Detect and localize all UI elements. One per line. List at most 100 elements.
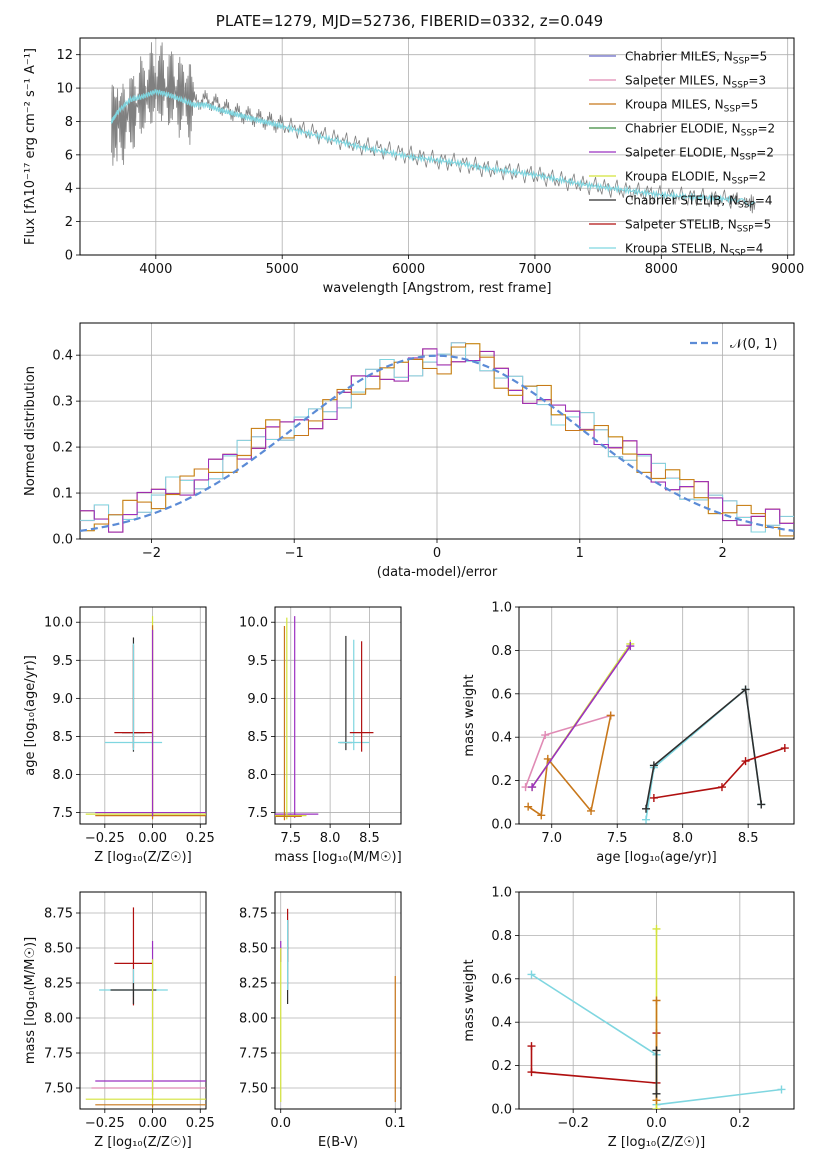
legend-subscript: SSP [741, 129, 758, 139]
plot-area [275, 616, 374, 821]
x-axis-label: Z [log₁₀(Z/Z☉)] [94, 850, 191, 865]
y-tick-label: 8.75 [44, 907, 73, 922]
x-tick-label: 8000 [645, 262, 678, 277]
y-tick-label: 7.50 [239, 1082, 268, 1097]
y-axis-label: Flux [fλ10⁻¹⁷ erg cm⁻² s⁻¹ A⁻¹] [23, 48, 38, 245]
plot-frame [79, 37, 795, 256]
model-spectrum-line [111, 89, 756, 206]
y-tick-label: 0.0 [52, 533, 73, 548]
plot-area [280, 908, 396, 1102]
plus-marker [524, 802, 533, 811]
y-tick-label: 1.0 [491, 886, 512, 901]
x-tick-label: 4000 [139, 262, 172, 277]
plus-marker [642, 815, 651, 824]
y-tick-label: 10.0 [239, 616, 268, 631]
plus-marker [527, 1068, 536, 1077]
y-tick-label: 9.0 [247, 692, 268, 707]
x-axis-label: Z [log₁₀(Z/Z☉)] [94, 1135, 191, 1150]
x-axis-label: Z [log₁₀(Z/Z☉)] [608, 1135, 705, 1150]
plus-marker [587, 806, 596, 815]
legend-value: =2 [748, 170, 766, 184]
figure-title: PLATE=1279, MJD=52736, FIBERID=0332, z=0… [215, 12, 604, 30]
y-tick-label: 0.2 [491, 774, 512, 789]
y-tick-label: 7.5 [52, 806, 73, 821]
y-tick-label: 0.0 [491, 818, 512, 833]
x-axis-label: (data-model)/error [377, 565, 498, 580]
y-tick-label: 7.75 [239, 1047, 268, 1062]
weight-line [653, 747, 786, 799]
weight-line [645, 687, 763, 820]
y-tick-label: 8.5 [52, 730, 73, 745]
y-tick-label: 0.0 [491, 1103, 512, 1118]
plot-area [111, 42, 756, 214]
y-tick-label: 12 [56, 48, 73, 63]
x-tick-label: 9000 [771, 262, 804, 277]
plot-area [521, 639, 789, 824]
y-tick-label: 10.0 [44, 616, 73, 631]
legend-subscript: SSP [739, 153, 756, 163]
plus-marker [527, 1042, 536, 1051]
legend-subscript: SSP [724, 105, 741, 115]
plus-marker [652, 1046, 661, 1055]
legend-entry: Salpeter MILES, NSSP=3 [625, 74, 766, 91]
y-tick-label: 7.50 [44, 1082, 73, 1097]
y-tick-label: 0.6 [491, 687, 512, 702]
y-tick-label: 0.1 [52, 487, 73, 502]
histogram-step-line [80, 343, 794, 537]
y-tick-label: 7.75 [44, 1047, 73, 1062]
y-tick-label: 1.0 [491, 601, 512, 616]
legend-value: =5 [741, 98, 759, 112]
y-tick-label: 0.4 [491, 731, 512, 746]
plus-marker [541, 731, 550, 740]
x-tick-label: 5000 [266, 262, 299, 277]
y-tick-label: 8.0 [247, 768, 268, 783]
plus-marker [652, 996, 661, 1005]
x-tick-label: 8.5 [359, 831, 380, 846]
x-axis-label: wavelength [Angstrom, rest frame] [323, 281, 552, 296]
plus-marker [777, 1085, 786, 1094]
plot-area [80, 342, 794, 537]
x-tick-label: 0.0 [646, 1116, 667, 1131]
legend-subscript: SSP [733, 57, 750, 67]
x-tick-label: 7000 [518, 262, 551, 277]
plot-area [85, 907, 206, 1108]
plus-marker [652, 924, 661, 933]
legend-value: =2 [757, 122, 775, 136]
plot-frame [79, 322, 795, 540]
legend-entry: Chabrier ELODIE, NSSP=2 [625, 122, 775, 139]
y-tick-label: 0.2 [52, 441, 73, 456]
x-tick-label: 0.00 [138, 1116, 167, 1131]
y-axis-label: mass weight [462, 959, 477, 1041]
x-tick-label: 0.0 [270, 1116, 291, 1131]
y-tick-label: 9.5 [52, 654, 73, 669]
plot-frame [518, 606, 795, 825]
plus-marker [527, 970, 536, 979]
plus-marker [780, 744, 789, 753]
x-tick-label: −0.25 [85, 831, 125, 846]
y-tick-label: 8.50 [44, 942, 73, 957]
legend-value: =5 [754, 218, 772, 232]
legend-entry: Chabrier STELIB, NSSP=4 [625, 194, 773, 211]
legend-value: =5 [750, 50, 768, 64]
y-tick-label: 8.25 [239, 977, 268, 992]
x-tick-label: 8.0 [320, 831, 341, 846]
y-tick-label: 0.3 [52, 395, 73, 410]
legend-value: =4 [746, 242, 764, 256]
plot-frame [274, 606, 402, 825]
y-tick-label: 8.00 [239, 1012, 268, 1027]
x-tick-label: 8.5 [738, 831, 759, 846]
y-tick-label: 8.75 [239, 907, 268, 922]
legend-entry: 𝒩(0, 1) [730, 337, 777, 352]
x-tick-label: 0.2 [729, 1116, 750, 1131]
y-tick-label: 0.8 [491, 929, 512, 944]
x-tick-label: −1 [285, 546, 304, 561]
x-tick-label: −0.25 [85, 1116, 125, 1131]
plot-area [85, 616, 206, 820]
plus-marker [606, 711, 615, 720]
x-tick-label: −2 [142, 546, 161, 561]
y-axis-label: mass [log₁₀(M/M☉)] [23, 937, 38, 1064]
y-tick-label: 8.25 [44, 977, 73, 992]
plot-area [527, 924, 786, 1109]
plus-marker [642, 804, 651, 813]
